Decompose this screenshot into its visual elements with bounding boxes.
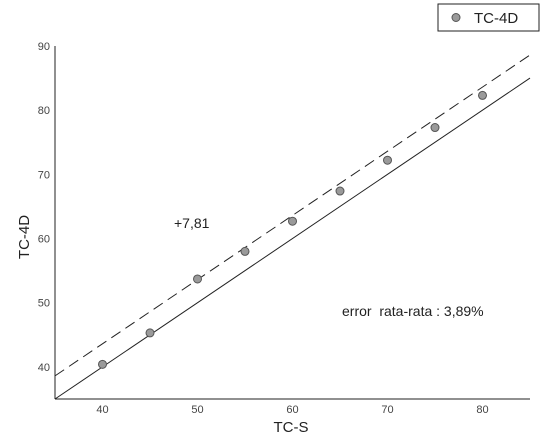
y-axis-label: TC-4D: [16, 215, 33, 259]
y-tick-label: 40: [38, 362, 50, 374]
data-point: [478, 90, 487, 100]
solid-identity-line: [54, 77, 531, 400]
offset-annotation: +7,81: [174, 215, 210, 231]
y-tick-label: 60: [38, 234, 50, 246]
x-tick-label: 40: [96, 404, 108, 416]
x-tick-label: 80: [476, 404, 488, 416]
data-point: [98, 359, 107, 369]
data-point: [430, 123, 440, 133]
data-point: [383, 155, 392, 165]
x-tick-label: 60: [286, 404, 298, 416]
x-axis-label: TC-S: [274, 419, 309, 436]
plot-area: [54, 46, 531, 400]
error-annotation: error rata-rata : 3,89%: [342, 303, 484, 319]
y-tick-label: 70: [38, 169, 50, 181]
x-tick-label: 70: [381, 404, 393, 416]
legend: TC-4D: [437, 3, 540, 32]
y-tick-label: 80: [38, 105, 50, 117]
data-point: [240, 246, 250, 256]
data-point: [288, 216, 297, 226]
tick-labels: 40 50 60 70 80 40 50 60 70 80 90: [38, 41, 489, 416]
dashed-offset-line: [54, 54, 531, 377]
data-point: [193, 274, 202, 284]
data-point: [335, 186, 345, 196]
legend-marker: [451, 13, 461, 22]
data-point: [145, 328, 155, 338]
y-tick-label: 50: [38, 298, 50, 310]
legend-label: TC-4D: [474, 10, 518, 27]
x-tick-label: 50: [191, 404, 203, 416]
y-tick-label: 90: [38, 41, 50, 53]
